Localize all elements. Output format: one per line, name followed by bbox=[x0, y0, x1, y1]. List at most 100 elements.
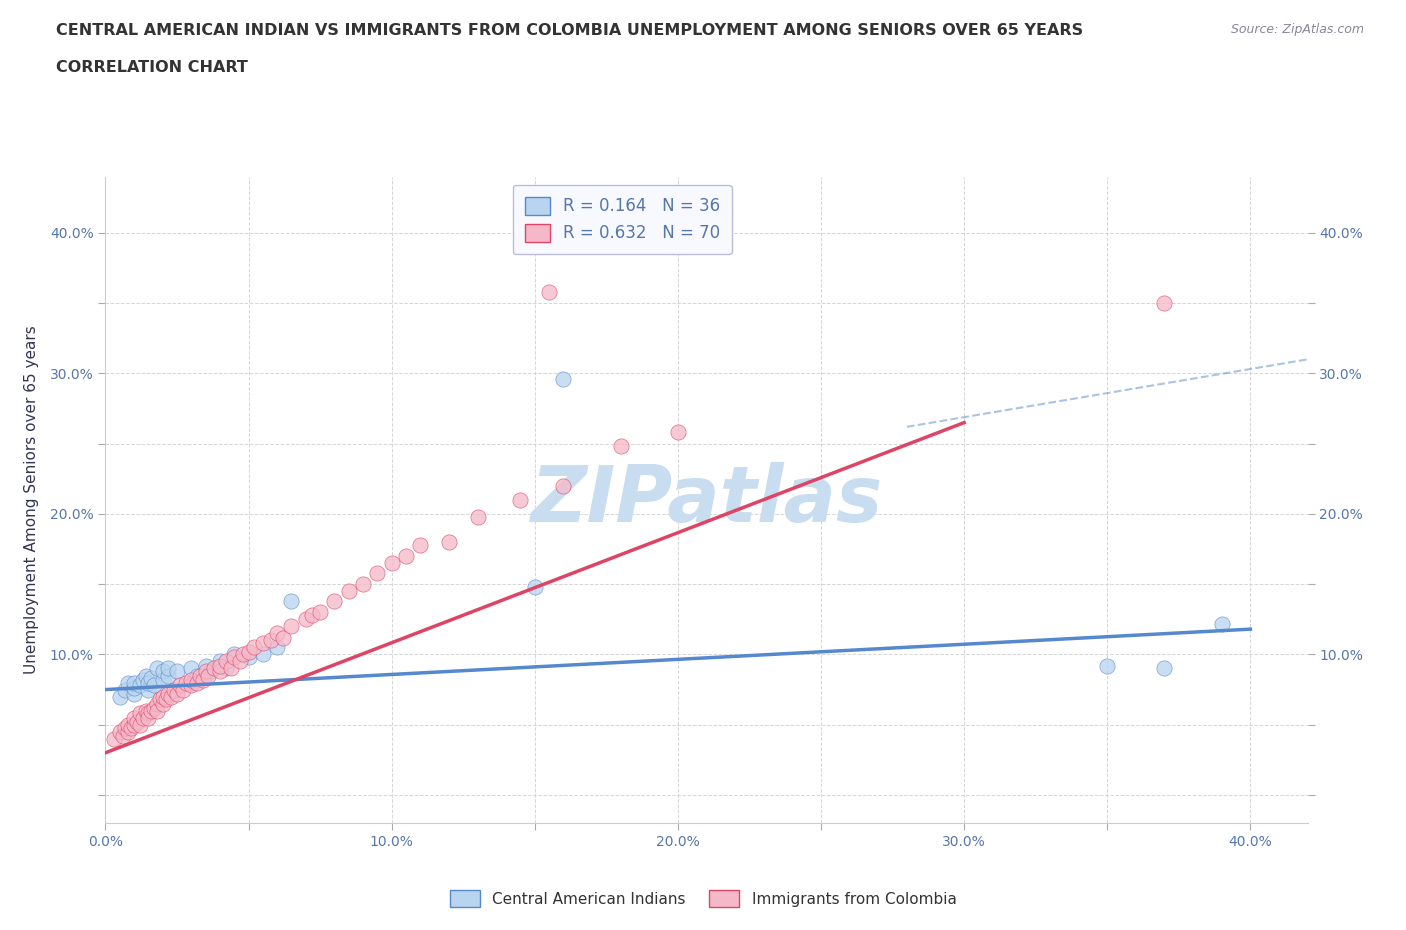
Point bbox=[191, 672, 214, 687]
Point bbox=[166, 664, 188, 679]
Point bbox=[224, 647, 246, 662]
Point bbox=[180, 672, 202, 687]
Point bbox=[141, 703, 163, 718]
Point bbox=[523, 579, 546, 594]
Point bbox=[252, 636, 274, 651]
Point bbox=[146, 697, 169, 711]
Point bbox=[409, 538, 432, 552]
Text: ZIPatlas: ZIPatlas bbox=[530, 462, 883, 538]
Point bbox=[666, 425, 689, 440]
Point bbox=[252, 647, 274, 662]
Point bbox=[122, 711, 145, 725]
Point bbox=[122, 681, 145, 696]
Point bbox=[103, 731, 125, 746]
Point bbox=[437, 535, 460, 550]
Text: CORRELATION CHART: CORRELATION CHART bbox=[56, 60, 247, 75]
Point bbox=[538, 285, 561, 299]
Point bbox=[1095, 658, 1118, 673]
Point bbox=[395, 549, 418, 564]
Point bbox=[214, 661, 236, 676]
Point bbox=[295, 612, 318, 627]
Point bbox=[197, 668, 219, 683]
Point bbox=[131, 711, 153, 725]
Point bbox=[301, 607, 323, 622]
Point bbox=[221, 661, 243, 676]
Point bbox=[309, 604, 332, 619]
Point bbox=[108, 724, 131, 739]
Point bbox=[152, 672, 174, 687]
Point bbox=[120, 720, 142, 735]
Point bbox=[155, 692, 177, 707]
Point bbox=[157, 668, 180, 683]
Point bbox=[509, 493, 531, 508]
Y-axis label: Unemployment Among Seniors over 65 years: Unemployment Among Seniors over 65 years bbox=[24, 326, 38, 674]
Point bbox=[238, 644, 260, 659]
Point bbox=[111, 728, 134, 743]
Point bbox=[152, 664, 174, 679]
Point bbox=[180, 675, 202, 690]
Point bbox=[208, 654, 231, 669]
Point bbox=[271, 631, 294, 645]
Point bbox=[125, 714, 148, 729]
Point bbox=[128, 717, 150, 732]
Point bbox=[280, 593, 302, 608]
Point bbox=[143, 700, 166, 715]
Point bbox=[224, 650, 246, 665]
Point bbox=[114, 682, 136, 697]
Point bbox=[1211, 616, 1233, 631]
Point bbox=[163, 682, 186, 697]
Point bbox=[194, 658, 217, 673]
Point bbox=[202, 661, 225, 676]
Point bbox=[232, 647, 254, 662]
Point bbox=[138, 706, 160, 721]
Text: CENTRAL AMERICAN INDIAN VS IMMIGRANTS FROM COLOMBIA UNEMPLOYMENT AMONG SENIORS O: CENTRAL AMERICAN INDIAN VS IMMIGRANTS FR… bbox=[56, 23, 1084, 38]
Point bbox=[186, 668, 208, 683]
Point bbox=[553, 372, 575, 387]
Point bbox=[169, 678, 191, 693]
Point bbox=[131, 672, 153, 687]
Point bbox=[152, 689, 174, 704]
Point bbox=[208, 664, 231, 679]
Point bbox=[238, 650, 260, 665]
Point bbox=[229, 654, 252, 669]
Point bbox=[188, 668, 211, 683]
Point bbox=[366, 565, 388, 580]
Point bbox=[128, 678, 150, 693]
Point bbox=[174, 675, 197, 690]
Point bbox=[1153, 661, 1175, 676]
Point bbox=[114, 720, 136, 735]
Legend: R = 0.164   N = 36, R = 0.632   N = 70: R = 0.164 N = 36, R = 0.632 N = 70 bbox=[513, 185, 731, 254]
Point bbox=[135, 703, 157, 718]
Point bbox=[138, 675, 160, 690]
Point bbox=[1153, 296, 1175, 311]
Point bbox=[146, 661, 169, 676]
Point bbox=[260, 633, 283, 648]
Point bbox=[122, 675, 145, 690]
Point bbox=[128, 706, 150, 721]
Point bbox=[157, 661, 180, 676]
Point bbox=[117, 675, 139, 690]
Legend: Central American Indians, Immigrants from Colombia: Central American Indians, Immigrants fro… bbox=[443, 884, 963, 913]
Point bbox=[200, 664, 222, 679]
Point bbox=[143, 678, 166, 693]
Point bbox=[553, 478, 575, 493]
Point bbox=[135, 668, 157, 683]
Point bbox=[266, 640, 288, 655]
Point bbox=[208, 658, 231, 673]
Point bbox=[609, 439, 631, 454]
Point bbox=[138, 711, 160, 725]
Point bbox=[166, 686, 188, 701]
Point bbox=[138, 682, 160, 697]
Point bbox=[172, 682, 194, 697]
Point bbox=[141, 671, 163, 685]
Point bbox=[243, 640, 266, 655]
Text: Source: ZipAtlas.com: Source: ZipAtlas.com bbox=[1230, 23, 1364, 36]
Point bbox=[352, 577, 374, 591]
Point bbox=[149, 692, 172, 707]
Point bbox=[214, 654, 236, 669]
Point bbox=[160, 689, 183, 704]
Point bbox=[180, 678, 202, 693]
Point bbox=[152, 697, 174, 711]
Point bbox=[180, 661, 202, 676]
Point bbox=[117, 717, 139, 732]
